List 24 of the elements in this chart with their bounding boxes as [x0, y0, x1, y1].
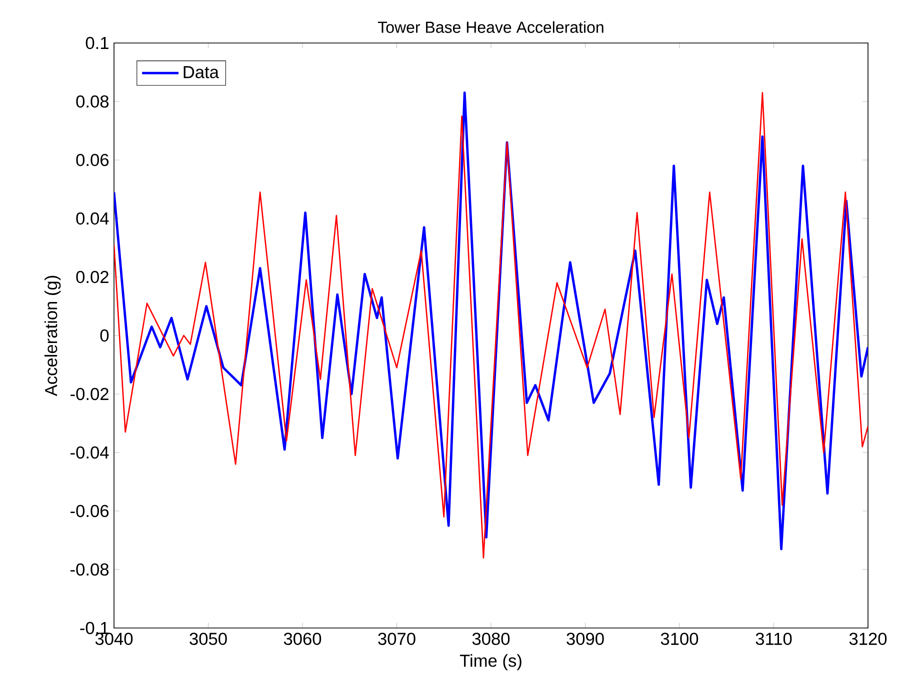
x-tick-label: 3040 [95, 632, 133, 645]
y-tick-label: -0.08 [70, 563, 109, 576]
y-tick-label: -0.06 [70, 504, 109, 518]
y-axis-title: Acceleration (g) [44, 276, 61, 396]
y-tick-label: -0.02 [70, 388, 108, 400]
y-tick-label: 0.02 [76, 270, 108, 284]
y-tick-label: -0.1 [80, 622, 108, 634]
x-tick-label: 3090 [566, 632, 604, 645]
chart-title: Tower Base Heave Acceleration [378, 21, 604, 33]
y-tick-label: 0.06 [76, 154, 109, 166]
x-tick-label: 3080 [472, 632, 510, 645]
x-tick-label: 3100 [660, 632, 698, 645]
y-tick-label: 0 [100, 329, 109, 342]
x-axis-title: Time (s) [460, 654, 522, 670]
x-tick-label: 3050 [190, 632, 227, 645]
legend-label: Data [184, 66, 219, 78]
x-tick-label: 3110 [756, 632, 792, 645]
x-tick-label: 3070 [378, 632, 416, 645]
y-tick-label: 0.08 [76, 95, 109, 108]
y-tick-label: -0.04 [70, 446, 109, 459]
x-tick-label: 3060 [284, 632, 322, 645]
x-tick-label: 3120 [849, 632, 887, 645]
y-tick-label: 0.04 [76, 212, 109, 225]
y-tick-label: 0.1 [86, 36, 108, 50]
